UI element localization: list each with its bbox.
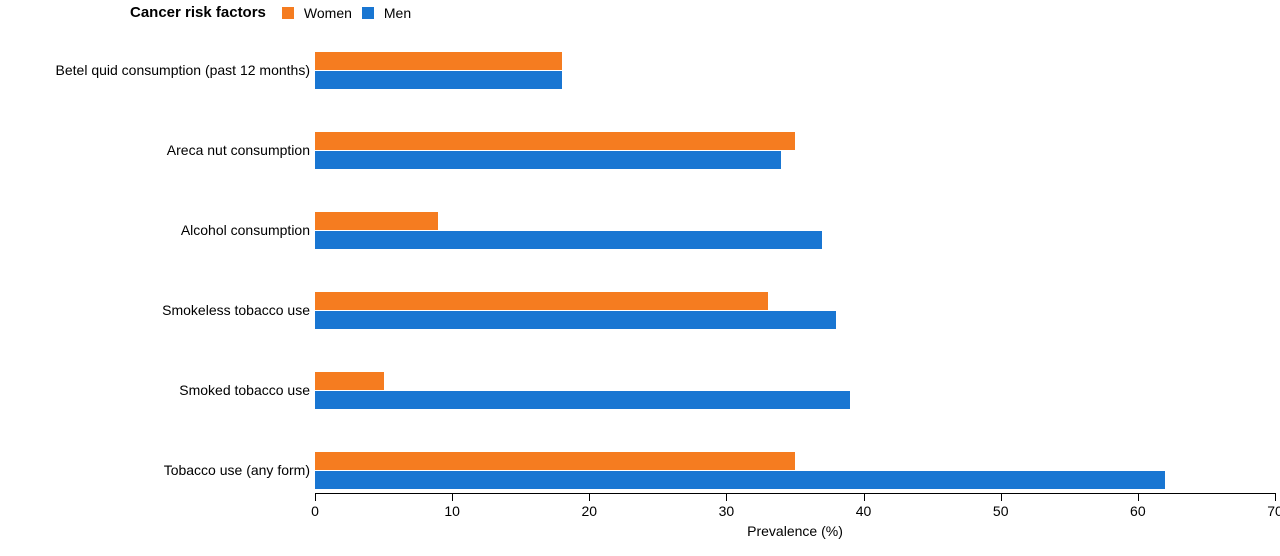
bar-group xyxy=(315,30,1275,110)
y-tick-label: Smoked tobacco use xyxy=(0,382,310,398)
legend-swatch-women xyxy=(282,7,294,19)
bar-group xyxy=(315,430,1275,510)
bar-women xyxy=(315,212,438,230)
bar-group xyxy=(315,350,1275,430)
bar-men xyxy=(315,231,822,249)
x-tick xyxy=(1001,493,1002,501)
y-tick-label: Alcohol consumption xyxy=(0,222,310,238)
x-tick-label: 70 xyxy=(1267,503,1280,519)
bar-group xyxy=(315,270,1275,350)
bar-group xyxy=(315,110,1275,190)
bar-women xyxy=(315,372,384,390)
legend-title: Cancer risk factors xyxy=(130,4,266,21)
bar-women xyxy=(315,52,562,70)
plot-area xyxy=(315,30,1275,510)
legend-label-women: Women xyxy=(304,5,352,21)
x-tick-label: 10 xyxy=(444,503,460,519)
x-tick-label: 50 xyxy=(993,503,1009,519)
y-axis-labels: Betel quid consumption (past 12 months) A… xyxy=(0,30,310,510)
x-tick-label: 30 xyxy=(719,503,735,519)
x-tick-label: 40 xyxy=(856,503,872,519)
y-tick-label: Smokeless tobacco use xyxy=(0,302,310,318)
x-tick xyxy=(864,493,865,501)
legend-label-men: Men xyxy=(384,5,411,21)
x-axis-line xyxy=(315,493,1275,494)
x-tick xyxy=(726,493,727,501)
legend-swatch-men xyxy=(362,7,374,19)
bar-men xyxy=(315,151,781,169)
x-axis-title: Prevalence (%) xyxy=(747,523,843,539)
bar-men xyxy=(315,391,850,409)
y-tick-label: Betel quid consumption (past 12 months) xyxy=(0,62,310,78)
x-tick xyxy=(315,493,316,501)
bar-group xyxy=(315,190,1275,270)
x-tick xyxy=(452,493,453,501)
x-tick xyxy=(1138,493,1139,501)
bar-men xyxy=(315,471,1165,489)
bar-women xyxy=(315,292,768,310)
bar-women xyxy=(315,132,795,150)
cancer-risk-factors-chart: Cancer risk factors Women Men Betel quid… xyxy=(0,0,1280,556)
x-tick-label: 20 xyxy=(581,503,597,519)
bar-men xyxy=(315,311,836,329)
bar-men xyxy=(315,71,562,89)
x-tick-label: 60 xyxy=(1130,503,1146,519)
legend: Cancer risk factors Women Men xyxy=(130,4,411,21)
bar-women xyxy=(315,452,795,470)
x-tick-label: 0 xyxy=(311,503,319,519)
x-tick xyxy=(589,493,590,501)
x-tick xyxy=(1275,493,1276,501)
y-tick-label: Tobacco use (any form) xyxy=(0,462,310,478)
y-tick-label: Areca nut consumption xyxy=(0,142,310,158)
